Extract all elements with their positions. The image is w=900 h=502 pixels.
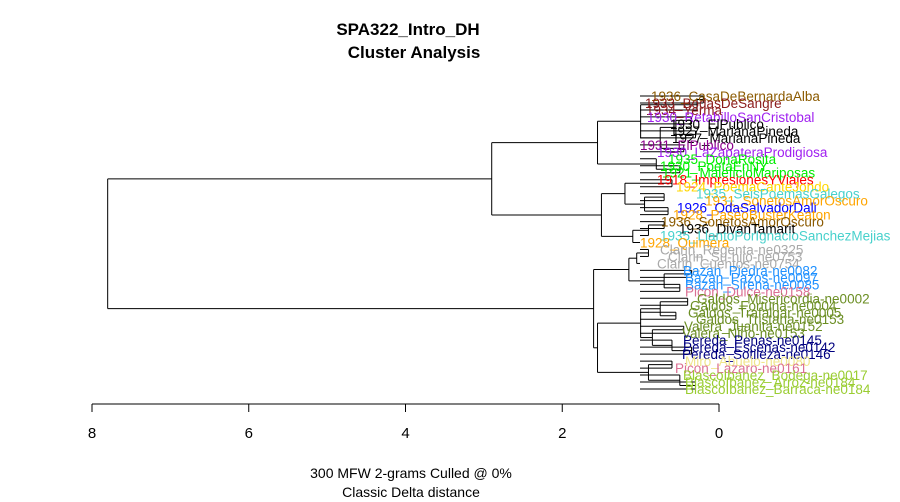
leaf-label: 1936_CasaDeBernardaAlba xyxy=(651,89,820,104)
leaf-label: BlascoIbanez_Arroz-ne0184 xyxy=(685,375,856,390)
leaf-label: Clarin_Cuentos-ne0754 xyxy=(657,256,800,271)
leaf-label: 1930_ElPublico xyxy=(670,117,764,132)
leaf-label: Clarin_Su-hijo-ne0753 xyxy=(668,249,802,264)
x-tick-label: 8 xyxy=(88,425,96,442)
leaf-labels: 1936_CasaDeBernardaAlba1933_BodasDeSangr… xyxy=(640,89,891,397)
leaf-label: Bazan_Piedra-ne0082 xyxy=(683,263,817,278)
leaf-label: 1936_DivanTamarit xyxy=(679,222,796,237)
leaf-label: Picon_Lazaro-ne0161 xyxy=(675,361,807,376)
leaf-label: Clarin_Regenta-ne0325 xyxy=(660,242,803,257)
leaf-label: 1928_Quimera xyxy=(640,236,730,251)
leaf-label: Picon_Dulce-ne0158 xyxy=(685,284,810,299)
leaf-label: Pereda_Sotileza-ne0146 xyxy=(682,347,831,362)
leaf-label: 1927_MarianaPineda xyxy=(672,131,801,146)
leaf-label: BlascoIbanez_Bodega-ne0017 xyxy=(683,368,868,383)
leaf-label: 1921_MaleficioMariposas xyxy=(662,166,815,181)
leaf-label: Bazan_Pazos-ne0097 xyxy=(685,270,818,285)
x-axis-ticks: 8 6 4 2 0 xyxy=(88,404,723,442)
leaf-label: Valera_Nino-ne0153 xyxy=(682,326,805,341)
x-axis-label-line1: 300 MFW 2-grams Culled @ 0% xyxy=(310,465,512,481)
leaf-label: 1931_SonetosAmorOscuro xyxy=(705,194,868,209)
leaf-label: 1930_LaZapateraProdigiosa xyxy=(657,145,828,160)
leaf-label: 1930_PoetaEnNY xyxy=(660,159,768,174)
leaf-label: 1934_Yerma xyxy=(646,103,723,118)
chart-title: SPA322_Intro_DH xyxy=(336,20,479,39)
leaf-label: 1935_DonaRosita xyxy=(668,152,777,167)
leaf-label: 1931_ElPublico xyxy=(640,138,734,153)
leaf-label: 1926_OdaSalvadorDali xyxy=(677,201,817,216)
leaf-label: 1935_SeisPoemasGalegos xyxy=(696,187,860,202)
leaf-label: Galdos_Misericordia-ne0002 xyxy=(697,291,870,306)
leaf-label: 1924_PoemaCanteJondo xyxy=(676,180,829,195)
leaf-label: Bazan_Sirena-ne0085 xyxy=(685,277,819,292)
x-tick-label: 0 xyxy=(715,425,723,442)
leaf-label: 1933_BodasDeSangre xyxy=(645,96,782,111)
chart-subtitle: Cluster Analysis xyxy=(348,43,481,62)
leaf-label: 1927_MarianaPineda xyxy=(670,124,799,139)
leaf-label: 1935_LlantoPorIgnacioSanchezMejias xyxy=(660,229,891,244)
leaf-label: Pereda_Penas-ne0145 xyxy=(683,333,822,348)
leaf-label: Galdos_Fortuna-ne0004 xyxy=(690,298,837,313)
leaf-label: 1928_PaseoBusterKeaton xyxy=(673,208,831,223)
leaf-label: Galdos_Tristana-ne0153 xyxy=(696,312,844,327)
leaf-label: 1936_SonetosAmorOscuro xyxy=(661,215,824,230)
leaf-label: Valera_Juanita-ne0152 xyxy=(684,319,823,334)
dendrogram-tree xyxy=(107,95,704,390)
x-tick-label: 2 xyxy=(558,425,566,442)
leaf-label: Pereda_Escenas-ne0142 xyxy=(683,340,835,355)
x-tick-label: 4 xyxy=(401,425,409,442)
leaf-label: BlascoIbanez_Barraca-ne0184 xyxy=(685,382,871,397)
x-tick-label: 6 xyxy=(245,425,253,442)
leaf-label: Miro_Abuelo-ne0080 xyxy=(685,354,810,369)
leaf-label: 1918_ImpresionesYViajes xyxy=(657,173,814,188)
leaf-label: 1930_RetabilloSanCristobal xyxy=(647,110,814,125)
leaf-label: Galdos_Trafalgar-ne0005 xyxy=(688,305,841,320)
x-axis-label-line2: Classic Delta distance xyxy=(342,484,480,500)
